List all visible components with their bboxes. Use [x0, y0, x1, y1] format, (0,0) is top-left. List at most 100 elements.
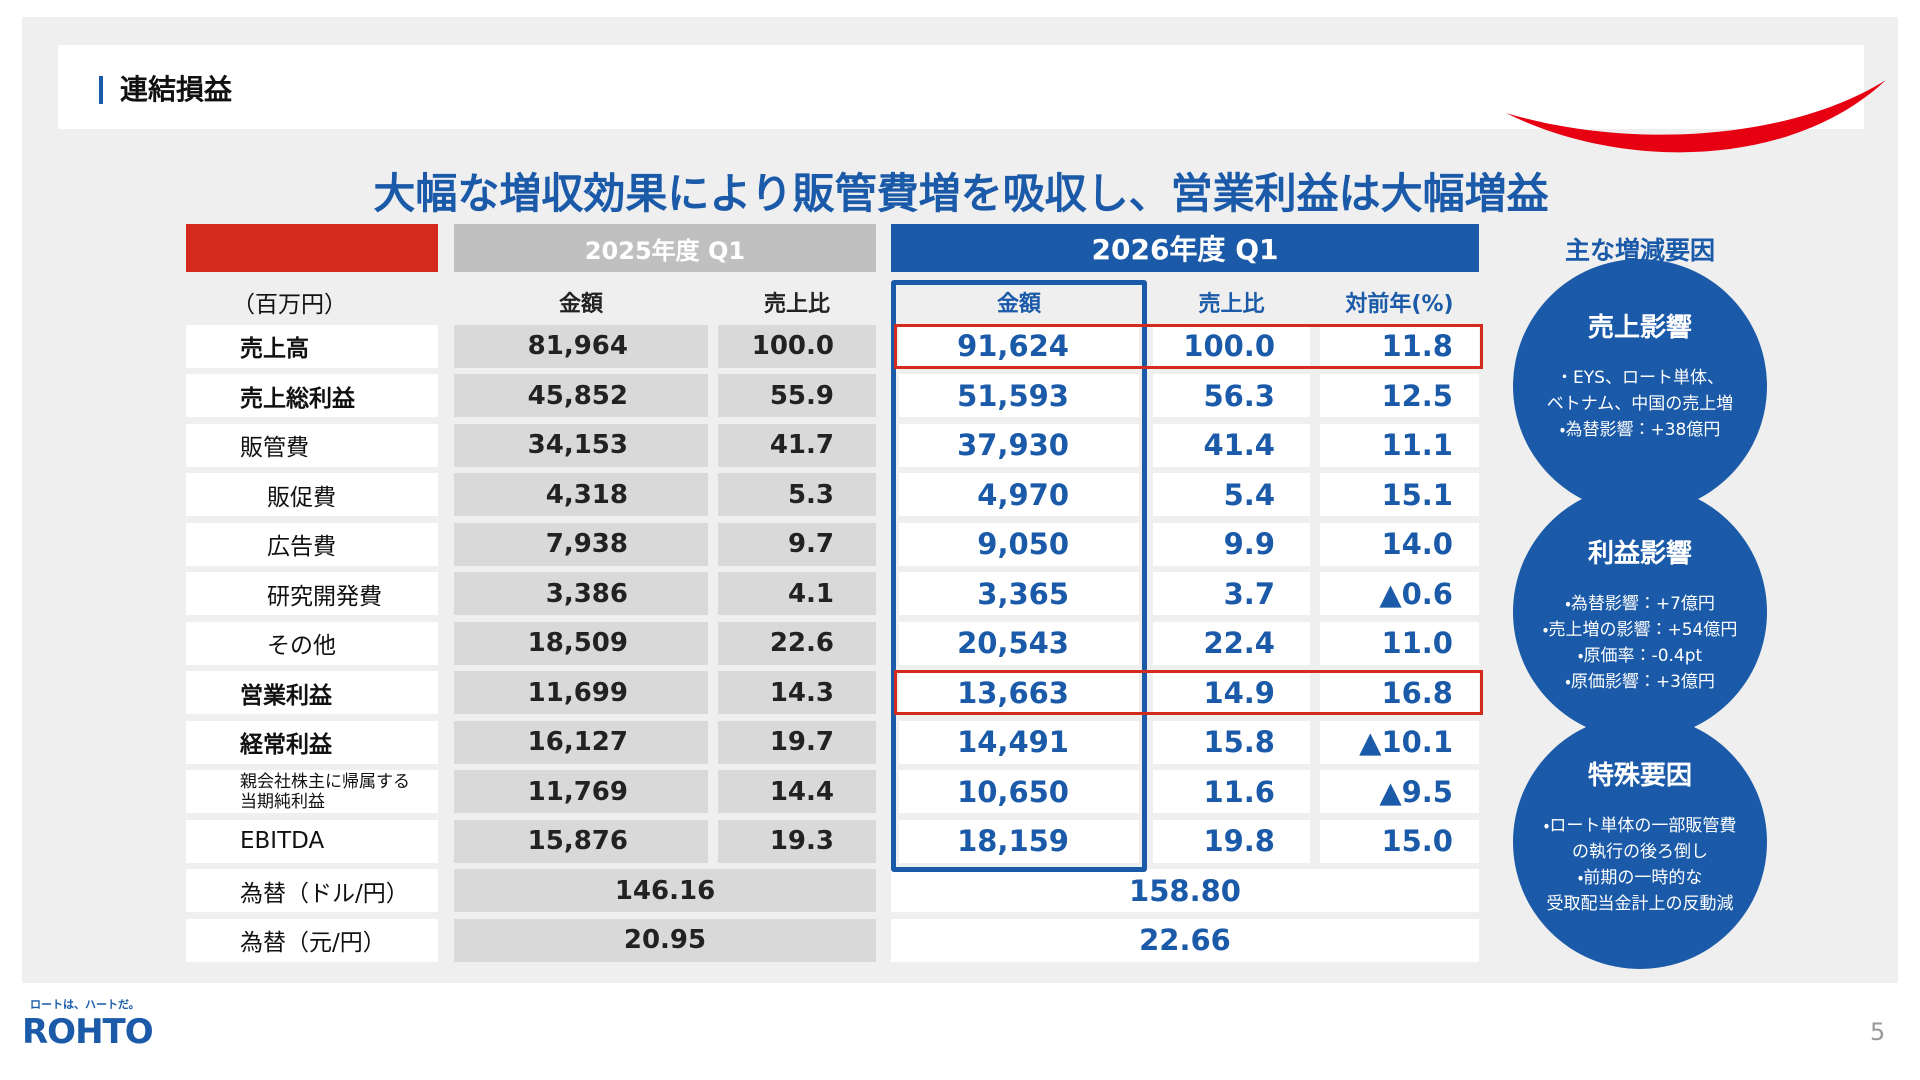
factor-line: ・為替影響：+7億円	[1565, 594, 1715, 614]
column-header: 売上比	[763, 292, 830, 317]
factor-line: ・原価率：-0.4pt	[1577, 646, 1703, 666]
corner-block	[186, 224, 438, 272]
cell-value: ▲9.5	[1320, 770, 1479, 813]
highlight-frame	[891, 280, 1147, 872]
row-label: 営業利益	[186, 671, 438, 714]
factor-line: 受取配当金計上の反動減	[1546, 894, 1734, 914]
cell-value: 11.0	[1320, 621, 1479, 665]
factor-line: の執行の後ろ倒し	[1572, 842, 1708, 862]
cell-value: 45,852	[454, 374, 708, 417]
row-label: EBITDA	[186, 819, 438, 863]
cell-value: 19.7	[718, 720, 876, 764]
page-number: 5	[1870, 1018, 1886, 1046]
header-title: 連結損益	[120, 73, 233, 106]
cell-value: 34,153	[454, 423, 708, 467]
factor-title: 利益影響	[1587, 539, 1692, 569]
cell-value: 55.9	[718, 374, 876, 417]
cell-value: 15,876	[454, 819, 708, 863]
column-header: 金額	[558, 292, 603, 317]
cell-value: 12.5	[1320, 374, 1479, 417]
cell-value: 11,699	[454, 671, 708, 714]
cell-value: 14.9	[1153, 671, 1310, 714]
cell-value: 18,159	[899, 819, 1139, 863]
row-label: 販促費	[186, 473, 438, 516]
cell-value: 14.3	[718, 671, 876, 714]
row-label: 販管費	[186, 423, 438, 467]
cell-value: 22.4	[1153, 621, 1310, 665]
cell-value: 22.6	[718, 621, 876, 665]
header-accent	[99, 76, 103, 104]
cell-value: 3.7	[1153, 572, 1310, 615]
factor-line: ・前期の一時的な	[1577, 868, 1703, 888]
cell-value: 19.8	[1153, 819, 1310, 863]
cell-value: 9,050	[899, 522, 1139, 566]
factor-line: ・EYS、ロート単体、	[1556, 368, 1724, 388]
cell-value: 15.0	[1320, 819, 1479, 863]
cell-value: 37,930	[899, 423, 1139, 467]
logo-tagline: ロートは、ハートだ。	[30, 998, 140, 1011]
cell-value: 11.6	[1153, 770, 1310, 813]
cell-value: ▲0.6	[1320, 572, 1479, 615]
factor-circle: 特殊要因・ロート単体の一部販管費 の執行の後ろ倒し ・前期の一時的な受取配当金計上の…	[1513, 715, 1767, 969]
unit-label: （百万円）	[232, 292, 347, 318]
cell-value: 15.1	[1320, 473, 1479, 516]
cell-value: 19.3	[718, 819, 876, 863]
cell-value: 10,650	[899, 770, 1139, 813]
cell-value: 9.7	[718, 522, 876, 566]
column-header: 金額	[996, 292, 1041, 317]
row-label: その他	[186, 621, 438, 665]
cell-value: 14,491	[899, 720, 1139, 764]
factor-line: ・ロート単体の一部販管費	[1543, 816, 1737, 836]
cell-value: 18,509	[454, 621, 708, 665]
cell-value: 13,663	[899, 671, 1139, 714]
period-header: 2026年度 Q1	[891, 224, 1479, 272]
row-label: 経常利益	[186, 720, 438, 764]
cell-value: 22.66	[891, 918, 1479, 962]
row-label: 研究開発費	[186, 572, 438, 615]
factor-line: ・原価影響：+3億円	[1565, 672, 1715, 692]
headline: 大幅な増収効果により販管費増を吸収し、営業利益は大幅増益	[373, 169, 1549, 218]
cell-value: 7,938	[454, 522, 708, 566]
factor-line: ・為替影響：+38億円	[1559, 420, 1721, 440]
row-label: 親会社株主に帰属する 当期純利益	[186, 770, 438, 813]
cell-value: 11,769	[454, 770, 708, 813]
factor-title: 特殊要因	[1587, 761, 1692, 791]
cell-value: 16.8	[1320, 671, 1479, 714]
cell-value: 9.9	[1153, 522, 1310, 566]
factor-circle: 売上影響・EYS、ロート単体、 ベトナム、中国の売上増 ・為替影響：+38億円	[1513, 259, 1767, 513]
factor-title: 売上影響	[1587, 313, 1692, 343]
cell-value: 4.1	[718, 572, 876, 615]
cell-value: 5.3	[718, 473, 876, 516]
cell-value: 14.0	[1320, 522, 1479, 566]
cell-value: 11.1	[1320, 423, 1479, 467]
column-header: 対前年(%)	[1345, 292, 1454, 317]
cell-value: 41.7	[718, 423, 876, 467]
highlight-box	[894, 323, 1483, 369]
cell-value: 4,970	[899, 473, 1139, 516]
cell-value: ▲10.1	[1320, 720, 1479, 764]
logo-name: ROHTO	[22, 1012, 154, 1052]
row-label: 売上総利益	[186, 374, 438, 417]
cell-value: 5.4	[1153, 473, 1310, 516]
row-label: 広告費	[186, 522, 438, 566]
cell-value: 20.95	[454, 918, 876, 962]
row-label: 売上高	[186, 324, 438, 368]
cell-value: 11.8	[1320, 324, 1479, 368]
cell-value: 41.4	[1153, 423, 1310, 467]
cell-value: 100.0	[718, 324, 876, 368]
cell-value: 3,386	[454, 572, 708, 615]
column-header: 売上比	[1198, 292, 1265, 317]
cell-value: 14.4	[718, 770, 876, 813]
cell-value: 81,964	[454, 324, 708, 368]
factor-circle: 利益影響・為替影響：+7億円・売上増の影響：+54億円 ・原価率：-0.4pt ・原…	[1513, 485, 1767, 739]
cell-value: 56.3	[1153, 374, 1310, 417]
row-label: 為替（ドル/円）	[186, 869, 438, 912]
cell-value: 15.8	[1153, 720, 1310, 764]
header-bar	[58, 45, 1864, 129]
factor-line: ベトナム、中国の売上増	[1546, 394, 1734, 414]
cell-value: 51,593	[899, 374, 1139, 417]
factor-line: ・売上増の影響：+54億円	[1542, 620, 1738, 640]
cell-value: 158.80	[891, 869, 1479, 912]
cell-value: 91,624	[899, 324, 1139, 368]
